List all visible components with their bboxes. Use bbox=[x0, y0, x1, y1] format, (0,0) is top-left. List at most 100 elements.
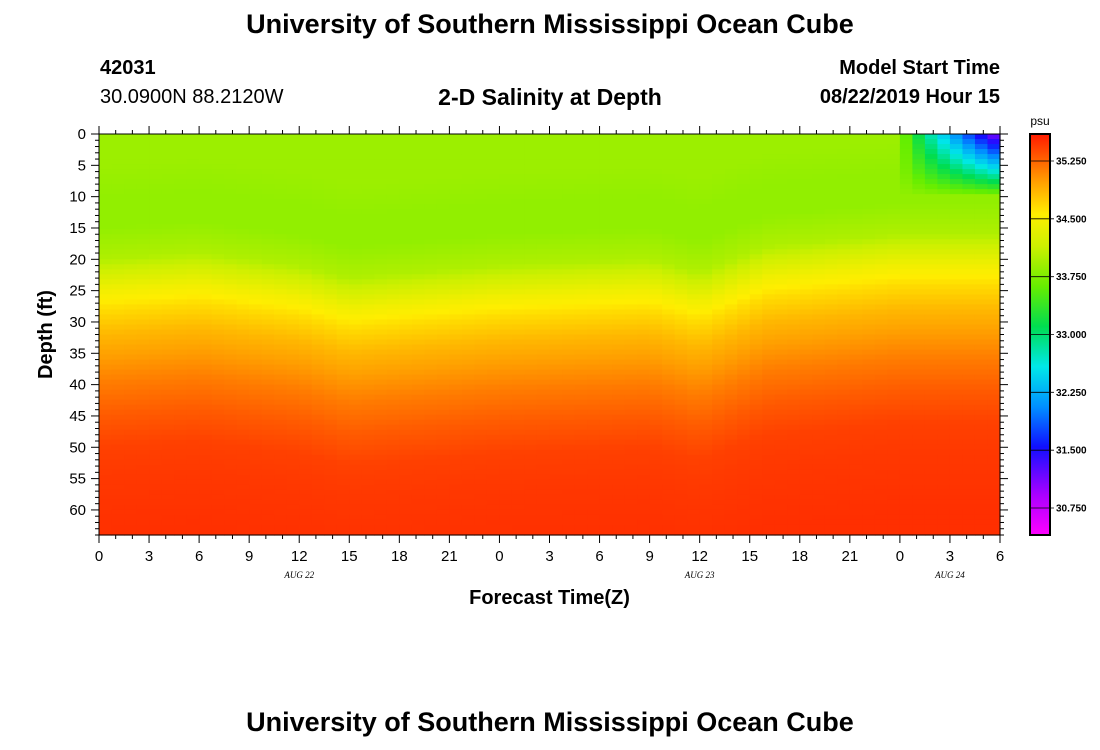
heatmap-cell bbox=[436, 489, 450, 496]
heatmap-cell bbox=[374, 524, 388, 531]
heatmap-cell bbox=[762, 274, 776, 280]
heatmap-cell bbox=[424, 524, 438, 531]
heatmap-cell bbox=[687, 204, 701, 210]
heatmap-cell bbox=[562, 419, 576, 426]
heatmap-cell bbox=[536, 184, 551, 190]
heatmap-cell bbox=[749, 389, 763, 396]
heatmap-cell bbox=[574, 369, 588, 376]
heatmap-cell bbox=[699, 399, 713, 406]
heatmap-cell bbox=[136, 174, 150, 180]
heatmap-cell bbox=[111, 304, 125, 311]
heatmap-cell bbox=[161, 319, 175, 326]
heatmap-cell bbox=[449, 239, 463, 245]
heatmap-cell bbox=[386, 459, 400, 466]
heatmap-cell bbox=[662, 269, 676, 275]
heatmap-cell bbox=[361, 139, 375, 145]
heatmap-cell bbox=[424, 369, 438, 376]
heatmap-cell bbox=[637, 154, 651, 160]
heatmap-cell bbox=[349, 329, 363, 336]
heatmap-cell bbox=[699, 209, 713, 215]
heatmap-cell bbox=[449, 364, 463, 371]
heatmap-cell bbox=[612, 134, 626, 140]
heatmap-cell bbox=[624, 504, 638, 511]
heatmap-cell bbox=[411, 419, 425, 426]
heatmap-cell bbox=[574, 324, 588, 331]
heatmap-cell bbox=[599, 459, 613, 466]
heatmap-cell bbox=[336, 334, 350, 341]
heatmap-cell bbox=[336, 249, 350, 255]
heatmap-cell bbox=[261, 294, 275, 301]
heatmap-cell bbox=[737, 244, 751, 250]
heatmap-cell bbox=[299, 214, 313, 220]
heatmap-cell bbox=[687, 254, 701, 260]
heatmap-cell bbox=[149, 139, 163, 145]
heatmap-cell bbox=[849, 174, 863, 180]
heatmap-cell bbox=[749, 269, 763, 275]
heatmap-cell bbox=[524, 529, 538, 536]
heatmap-cell bbox=[149, 259, 163, 265]
heatmap-cell bbox=[324, 314, 338, 321]
heatmap-cell bbox=[399, 244, 413, 250]
heatmap-cell bbox=[136, 229, 150, 235]
heatmap-cell bbox=[849, 234, 863, 240]
heatmap-cell bbox=[799, 509, 813, 516]
heatmap-cell bbox=[374, 349, 388, 356]
heatmap-cell bbox=[662, 219, 676, 225]
heatmap-cell bbox=[624, 279, 638, 285]
heatmap-cell bbox=[612, 329, 626, 336]
heatmap-cell bbox=[461, 164, 476, 170]
heatmap-cell bbox=[99, 169, 113, 175]
heatmap-cell bbox=[799, 319, 813, 326]
heatmap-cell bbox=[837, 434, 851, 441]
heatmap-cell bbox=[199, 384, 213, 391]
heatmap-cell bbox=[111, 349, 125, 356]
heatmap-cell bbox=[562, 529, 576, 536]
heatmap-cell bbox=[124, 289, 138, 295]
heatmap-cell bbox=[574, 149, 588, 155]
heatmap-cell bbox=[411, 379, 425, 386]
heatmap-cell bbox=[674, 504, 688, 511]
heatmap-cell bbox=[511, 529, 526, 536]
heatmap-cell bbox=[637, 369, 651, 376]
heatmap-cell bbox=[386, 329, 400, 336]
heatmap-cell bbox=[699, 459, 713, 466]
heatmap-cell bbox=[399, 489, 413, 496]
heatmap-cell bbox=[474, 319, 488, 326]
heatmap-cell bbox=[399, 389, 413, 396]
heatmap-cell bbox=[236, 154, 250, 160]
heatmap-cell bbox=[824, 479, 838, 486]
heatmap-cell bbox=[687, 234, 701, 240]
heatmap-cell bbox=[311, 189, 325, 195]
heatmap-cell bbox=[461, 364, 476, 371]
heatmap-cell bbox=[274, 489, 288, 496]
heatmap-cell bbox=[862, 324, 876, 331]
heatmap-cell bbox=[299, 149, 313, 155]
heatmap-cell bbox=[274, 214, 288, 220]
heatmap-cell bbox=[311, 199, 325, 205]
heatmap-cell bbox=[486, 359, 501, 366]
heatmap-cell bbox=[574, 214, 588, 220]
heatmap-cell bbox=[199, 169, 213, 175]
heatmap-cell bbox=[399, 494, 413, 501]
heatmap-cell bbox=[712, 489, 726, 496]
heatmap-cell bbox=[674, 219, 688, 225]
heatmap-cell bbox=[174, 204, 188, 210]
heatmap-cell bbox=[837, 179, 851, 185]
heatmap-cell bbox=[99, 304, 113, 311]
heatmap-cell bbox=[724, 499, 738, 506]
heatmap-cell bbox=[124, 239, 138, 245]
heatmap-cell bbox=[124, 309, 138, 316]
heatmap-cell bbox=[124, 344, 138, 351]
heatmap-cell bbox=[624, 349, 638, 356]
heatmap-cell bbox=[124, 219, 138, 225]
heatmap-cell bbox=[424, 214, 438, 220]
heatmap-cell bbox=[649, 469, 663, 476]
heatmap-cell bbox=[236, 269, 250, 275]
heatmap-cell bbox=[774, 319, 788, 326]
heatmap-cell bbox=[699, 219, 713, 225]
heatmap-cell bbox=[474, 254, 488, 260]
heatmap-cell bbox=[486, 364, 501, 371]
heatmap-cell bbox=[361, 179, 375, 185]
heatmap-cell bbox=[562, 374, 576, 381]
heatmap-cell bbox=[674, 319, 688, 326]
